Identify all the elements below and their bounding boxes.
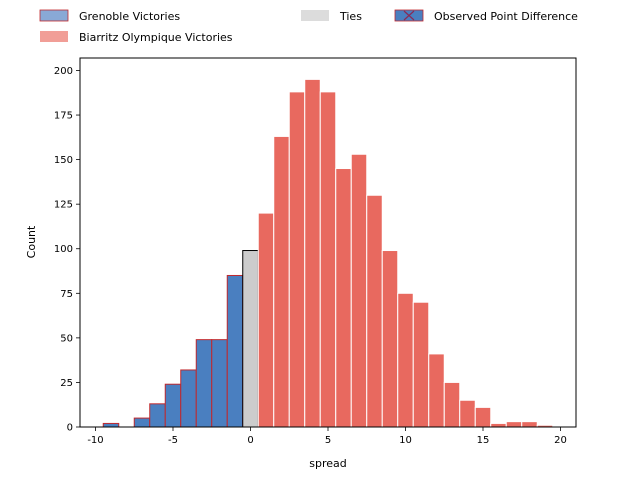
legend: Grenoble Victories Biarritz Olympique Vi… <box>39 9 578 44</box>
bar-biarritz-olympique-victories-6 <box>350 153 368 428</box>
x-tick-label-0: -10 <box>87 435 103 446</box>
bar-grenoble-victories-5 <box>195 339 213 428</box>
bar-grenoble-victories-1 <box>133 417 151 428</box>
y-tick-label-2: 50 <box>60 333 73 344</box>
bar-biarritz-olympique-victories-15 <box>490 422 507 428</box>
bar-biarritz-olympique-victories-17 <box>521 421 538 428</box>
x-axis-title: spread <box>309 457 347 470</box>
legend-swatch-ties <box>301 10 329 21</box>
bar-grenoble-victories-6 <box>211 339 228 428</box>
y-tick-label-1: 25 <box>60 378 73 389</box>
bar-biarritz-olympique-victories-5 <box>335 168 352 428</box>
bar-biarritz-olympique-victories-12 <box>443 381 461 428</box>
x-tick-label-1: -5 <box>168 435 178 446</box>
bar-biarritz-olympique-victories-8 <box>381 250 399 428</box>
bar-biarritz-olympique-victories-14 <box>474 406 492 428</box>
bar-biarritz-olympique-victories-1 <box>273 135 290 428</box>
y-tick-label-0: 0 <box>67 423 73 434</box>
bar-biarritz-olympique-victories-2 <box>288 91 306 428</box>
x-tick-label-5: 15 <box>477 435 490 446</box>
y-tick-label-7: 175 <box>54 111 73 122</box>
bar-biarritz-olympique-victories-3 <box>304 78 321 428</box>
x-tick-label-2: 0 <box>247 435 253 446</box>
legend-swatch-grenoble <box>39 9 69 22</box>
x-tick-label-4: 10 <box>399 435 412 446</box>
legend-label-biarritz: Biarritz Olympique Victories <box>79 31 233 44</box>
legend-swatch-biarritz <box>40 31 68 42</box>
bar-grenoble-victories-0 <box>102 422 120 428</box>
bar-grenoble-victories-3 <box>164 383 182 428</box>
legend-label-ties: Ties <box>339 10 362 23</box>
y-tick-label-6: 150 <box>54 155 73 166</box>
bar-biarritz-olympique-victories-0 <box>257 212 275 428</box>
legend-label-grenoble: Grenoble Victories <box>79 10 180 23</box>
bar-grenoble-victories-4 <box>180 369 197 428</box>
y-tick-label-5: 125 <box>54 200 73 211</box>
bar-biarritz-olympique-victories-13 <box>459 399 476 428</box>
x-axis-ticks: -10 -5 0 5 10 15 20 <box>87 427 567 446</box>
legend-observed-x-icon <box>403 10 415 21</box>
bars-group <box>102 78 554 428</box>
bar-biarritz-olympique-victories-16 <box>505 421 523 428</box>
bar-biarritz-olympique-victories-9 <box>397 292 414 428</box>
bar-grenoble-victories-7 <box>226 274 244 428</box>
y-axis-ticks: 0 25 50 75 100 125 150 175 200 <box>54 66 80 434</box>
y-tick-label-4: 100 <box>54 244 73 255</box>
plot-frame <box>79 57 577 428</box>
y-tick-label-3: 75 <box>60 289 73 300</box>
bar-ties-0 <box>242 250 259 428</box>
bar-biarritz-olympique-victories-11 <box>428 353 445 428</box>
y-tick-label-8: 200 <box>54 66 73 77</box>
legend-label-observed: Observed Point Difference <box>434 10 578 23</box>
bar-biarritz-olympique-victories-4 <box>319 91 337 428</box>
bar-biarritz-olympique-victories-7 <box>366 194 383 428</box>
bar-biarritz-olympique-victories-10 <box>412 301 430 428</box>
x-tick-label-3: 5 <box>325 435 331 446</box>
y-axis-title: Count <box>25 225 38 258</box>
x-tick-label-6: 20 <box>554 435 567 446</box>
bar-grenoble-victories-2 <box>149 403 166 428</box>
